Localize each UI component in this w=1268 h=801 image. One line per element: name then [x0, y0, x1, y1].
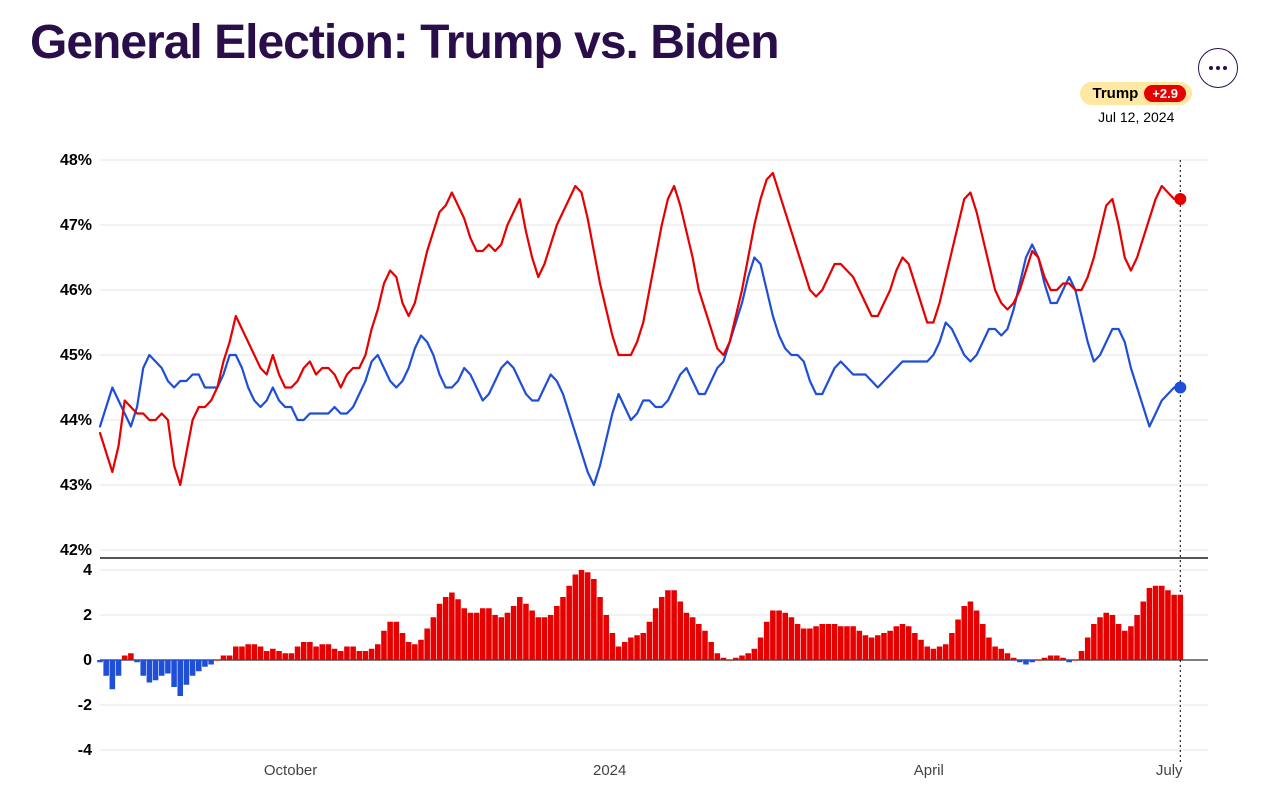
more-menu-button[interactable] [1198, 48, 1238, 88]
y-tick-label: 43% [60, 477, 92, 494]
diff-y-tick-label: 0 [83, 652, 92, 669]
diff-bars [97, 570, 1183, 696]
leader-badge: Trump +2.9 Jul 12, 2024 [1080, 82, 1192, 125]
x-tick-label: April [914, 762, 944, 779]
y-tick-label: 42% [60, 542, 92, 559]
y-tick-label: 46% [60, 282, 92, 299]
trump-end-marker [1174, 193, 1186, 205]
chart-title: General Election: Trump vs. Biden [30, 18, 779, 68]
leader-spread: +2.9 [1144, 85, 1186, 102]
diff-y-tick-label: -4 [78, 742, 92, 759]
diff-y-tick-label: 2 [83, 607, 92, 624]
y-tick-label: 45% [60, 347, 92, 364]
diff-y-tick-label: -2 [78, 697, 92, 714]
diff-y-tick-label: 4 [83, 562, 92, 579]
polling-chart: 42% 43% 44% 45% 46% 47% 48% -4 -2 0 2 4 October 2024 A… [30, 150, 1238, 790]
x-tick-label: July [1156, 762, 1183, 779]
x-tick-label: 2024 [593, 762, 626, 779]
biden-line [100, 245, 1180, 486]
x-tick-label: October [264, 762, 317, 779]
y-tick-label: 47% [60, 217, 92, 234]
ellipsis-icon [1209, 66, 1213, 70]
leader-date: Jul 12, 2024 [1098, 109, 1174, 125]
y-tick-label: 48% [60, 152, 92, 169]
trump-line [100, 173, 1180, 485]
leader-name: Trump [1092, 85, 1138, 102]
y-tick-label: 44% [60, 412, 92, 429]
biden-end-marker [1174, 382, 1186, 394]
